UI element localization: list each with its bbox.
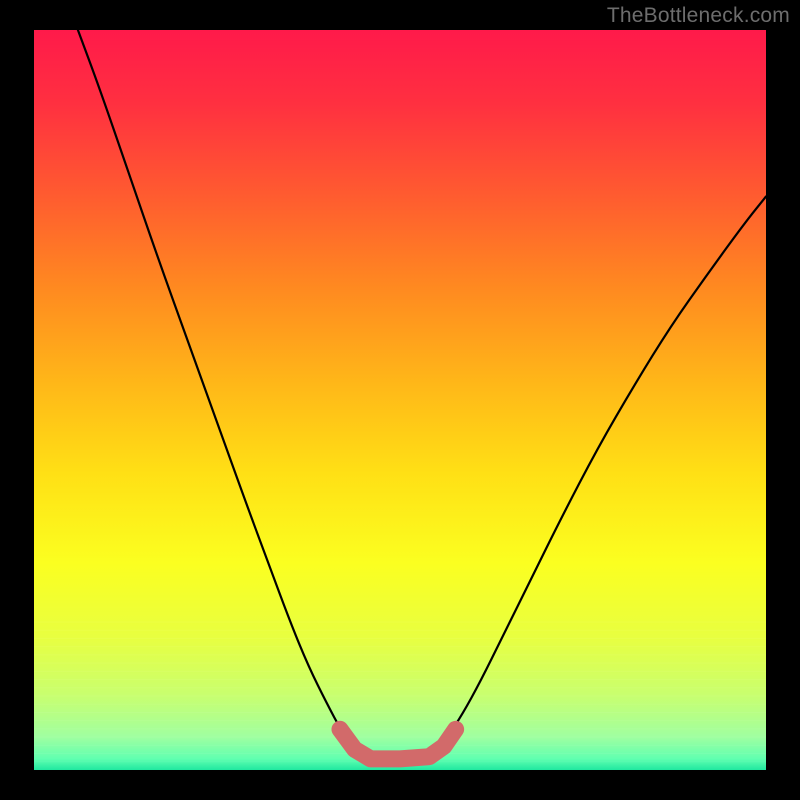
chart-frame: TheBottleneck.com <box>0 0 800 800</box>
bottleneck-chart <box>34 30 766 770</box>
gradient-background <box>34 30 766 770</box>
watermark-text: TheBottleneck.com <box>607 4 790 28</box>
